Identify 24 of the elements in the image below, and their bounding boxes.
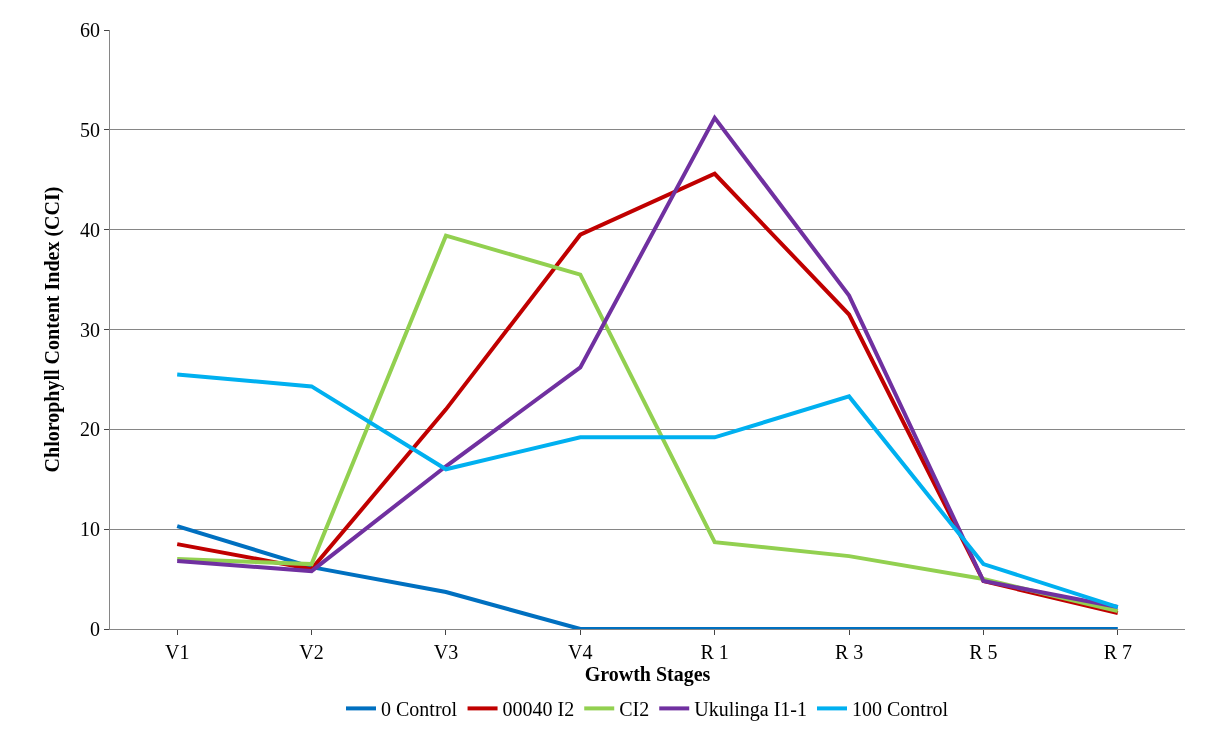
x-tick-label: R 5 [969,641,998,663]
y-tick-label: 30 [80,318,100,341]
x-tick-label: R 3 [834,641,864,663]
x-tick-label: V2 [299,641,324,663]
y-axis-title: Chlorophyll Content Index (CCI) [40,186,64,473]
x-tick-label: V3 [433,641,459,663]
legend-label: 0 Control [381,698,458,721]
legend-label: Ukulinga I1-1 [694,698,807,722]
legend-label: CI2 [619,698,650,721]
legend-label: 100 Control [851,698,949,721]
x-tick-label: R 1 [700,641,729,663]
x-tick-label: R 7 [1103,641,1132,663]
legend-label: 00040 I2 [502,698,575,721]
x-axis-title: Growth Stages [584,663,711,686]
line-series [175,524,1120,629]
y-tick-label: 20 [80,418,100,441]
y-tick-label: 50 [80,118,100,141]
line-series [175,372,1120,610]
y-tick-label: 0 [90,618,100,640]
y-tick-label: 40 [80,218,100,241]
x-tick-label: V1 [164,641,190,663]
x-tick-label: V4 [568,641,593,663]
y-tick-label: 60 [80,19,100,41]
y-tick-label: 10 [80,518,100,541]
